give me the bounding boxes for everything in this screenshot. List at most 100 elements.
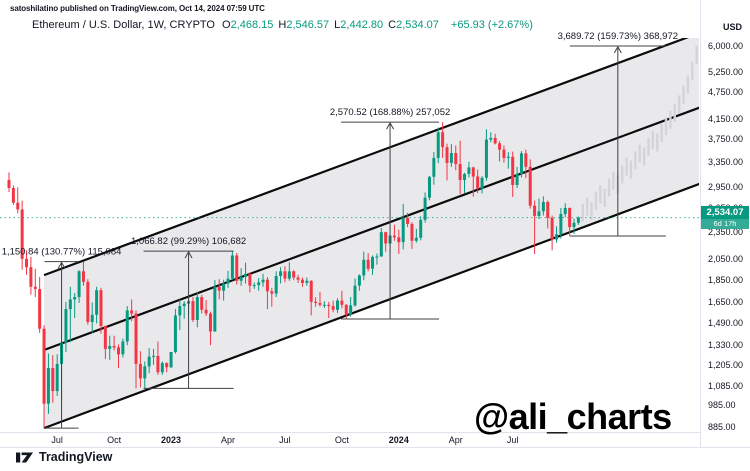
measure-arrow-up-icon: [386, 121, 394, 130]
ohlc-h: H2,546.57: [278, 19, 330, 31]
candle-body: [42, 328, 46, 404]
price-badge: 2,534.07 6d 17h: [701, 205, 749, 229]
candle-body: [344, 304, 348, 315]
candle-body: [379, 232, 383, 257]
candle-body: [458, 164, 462, 181]
candle-body: [90, 314, 94, 322]
projection-bar: [607, 178, 611, 197]
candle-body: [524, 153, 528, 167]
projection-bar: [634, 151, 637, 170]
price-axis-tick: 1,330.00: [708, 340, 744, 351]
channel-line-middle[interactable]: [43, 106, 701, 352]
candle-body: [265, 279, 269, 292]
candle-body: [401, 217, 405, 243]
published-bar: satoshilatino published on TradingView.c…: [10, 4, 265, 13]
candle-body: [257, 282, 261, 286]
candle-body: [471, 167, 475, 177]
projection-bar: [629, 160, 633, 179]
candle-body: [375, 256, 379, 258]
candle-body: [406, 217, 410, 224]
tradingview-logo-icon: [16, 451, 33, 464]
time-axis-tick: 2023: [161, 435, 182, 445]
measurements-layer: 1,150.84 (130.77%) 115,084 1,066.82 (99.2…: [2, 31, 678, 429]
projection-bar: [647, 137, 650, 156]
candle-body: [156, 355, 160, 373]
candle-body: [33, 286, 37, 290]
candle-body: [502, 149, 506, 158]
candle-body: [182, 303, 186, 307]
candle-body: [178, 306, 182, 316]
candle-body: [274, 275, 278, 294]
candle-body: [77, 271, 81, 298]
tradingview-attribution[interactable]: TradingView: [16, 450, 112, 464]
price-axis-tick: 1,205.00: [708, 360, 744, 371]
price-range-measurement[interactable]: 2,570.52 (168.88%) 257,052: [330, 107, 450, 320]
candle-body: [51, 368, 55, 392]
candle-body: [99, 290, 103, 326]
time-axis-tick: Jul: [279, 435, 291, 445]
candle-body: [563, 207, 567, 215]
candle-body: [222, 283, 226, 291]
price-range-measurement[interactable]: 1,150.84 (130.77%) 115,084: [2, 247, 122, 429]
projection-layer: [581, 45, 698, 222]
candle-body: [108, 345, 112, 349]
price-range-measurement[interactable]: 1,066.82 (99.29%) 106,682: [131, 236, 246, 389]
projection-bar: [656, 133, 659, 152]
candle-body: [296, 277, 300, 280]
candle-body: [432, 157, 436, 177]
candle-body: [463, 173, 467, 181]
candle-body: [217, 286, 221, 291]
price-axis-tick: 5,250.00: [708, 67, 744, 78]
candle-body: [230, 255, 234, 279]
price-axis-tick: 2,350.00: [708, 227, 744, 238]
projection-bar: [660, 124, 663, 142]
candle-body: [336, 300, 339, 310]
channel-fill: [44, 38, 699, 429]
candle-body: [506, 156, 510, 158]
candle-body: [349, 305, 353, 315]
candle-body: [541, 202, 545, 212]
measure-arrow-up-icon: [184, 250, 193, 259]
candle-body: [366, 259, 370, 269]
candle-body: [239, 277, 243, 281]
candle-body: [152, 355, 156, 357]
candle-body: [261, 279, 265, 283]
candle-body: [244, 273, 248, 278]
price-axis[interactable]: USD 2,534.07 6d 17h 6,000.00 5,250.00 4,75…: [700, 0, 750, 447]
candle-body: [519, 153, 523, 174]
candle-body: [340, 300, 344, 305]
channel-line-lower[interactable]: [43, 182, 701, 430]
price-badge-value: 2,534.07: [706, 206, 744, 218]
candle-body: [314, 301, 318, 303]
measure-arrow-up-icon: [613, 45, 622, 54]
time-axis[interactable]: Jul Oct 2023 Apr Jul Oct 2024 Apr Jul: [0, 432, 750, 448]
candle-body: [204, 309, 208, 314]
candle-body: [25, 258, 29, 268]
projection-bar: [642, 147, 646, 166]
symbol-title: Ethereum / U.S. Dollar, 1W, CRYPTO: [32, 19, 215, 31]
price-axis-tick: 3,350.00: [708, 156, 744, 167]
time-axis-tick: Apr: [448, 435, 463, 445]
candle-body: [362, 259, 366, 276]
candle-body: [143, 366, 147, 379]
candle-body: [195, 297, 199, 320]
candle-body: [445, 147, 449, 163]
candle-body: [322, 304, 326, 306]
price-range-measurement[interactable]: 3,689.72 (159.73%) 368,972: [558, 31, 678, 237]
symbol-header: Ethereum / U.S. Dollar, 1W, CRYPTO O2,46…: [32, 19, 533, 31]
projection-bar: [581, 203, 584, 222]
channel-line-upper[interactable]: [43, 32, 701, 277]
candle-body: [7, 179, 11, 189]
projection-bar: [677, 95, 681, 114]
candle-body: [103, 325, 107, 349]
time-axis-tick: Apr: [220, 435, 236, 445]
ohlc-l: L2,442.80: [334, 19, 384, 31]
candle-body: [55, 363, 59, 392]
candle-body: [555, 234, 558, 240]
candle-body: [46, 368, 50, 404]
candle-body: [410, 223, 414, 241]
time-axis-tick: 2024: [388, 435, 409, 445]
tradingview-label: TradingView: [39, 450, 113, 464]
